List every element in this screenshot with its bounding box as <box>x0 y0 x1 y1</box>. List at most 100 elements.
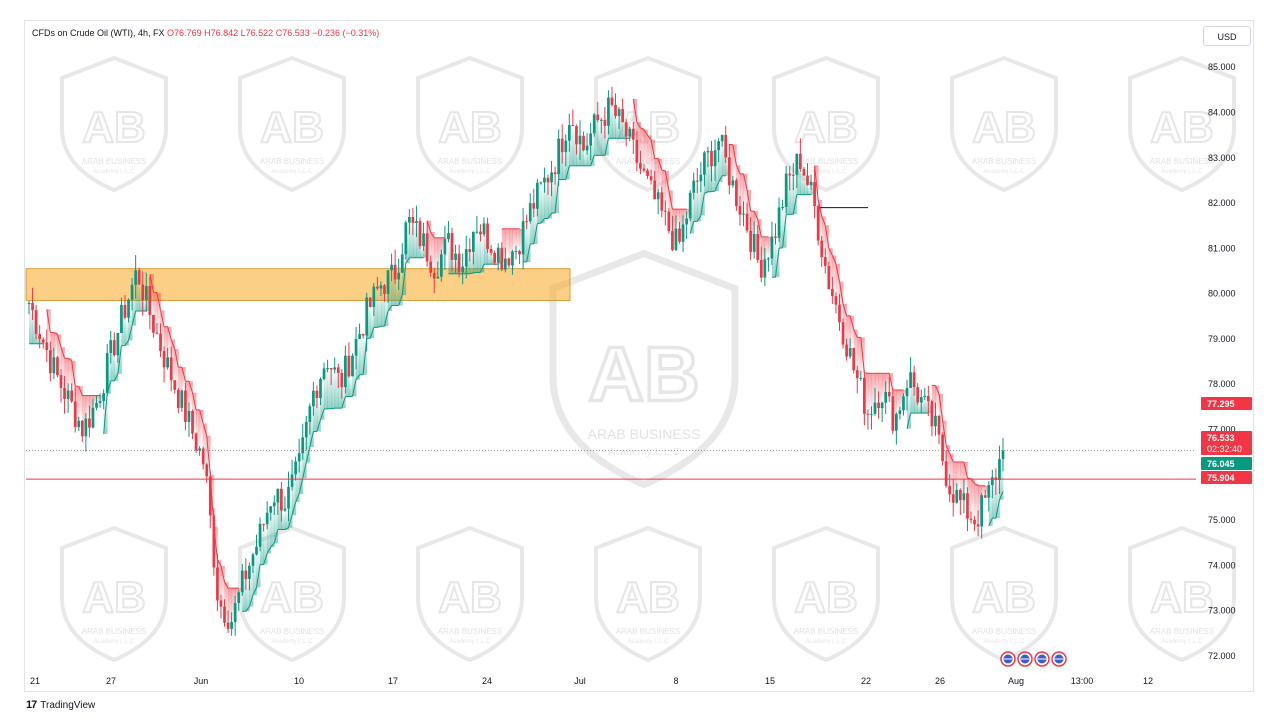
candle <box>923 396 927 398</box>
trailing-stop-fill <box>327 368 332 409</box>
trailing-stop-fill <box>388 270 392 312</box>
trailing-stop-fill <box>722 134 727 176</box>
trailing-stop-line <box>938 393 944 421</box>
trailing-stop-fill <box>68 358 73 391</box>
trailing-stop-fill <box>654 158 659 200</box>
trailing-stop-line <box>302 462 307 479</box>
candle <box>255 546 258 555</box>
candle <box>511 251 514 266</box>
trailing-stop-line <box>309 431 314 448</box>
trailing-stop-line <box>746 189 752 212</box>
candle <box>450 233 454 260</box>
candle <box>390 264 393 271</box>
candle <box>45 342 49 351</box>
trailing-stop-line <box>824 225 830 249</box>
trailing-stop-fill <box>690 192 695 234</box>
candle <box>475 231 479 233</box>
trailing-stop-fill <box>473 231 478 273</box>
trailing-stop-line <box>291 502 297 516</box>
trailing-stop-fill <box>569 125 574 166</box>
candle <box>941 434 944 462</box>
trailing-stop-fill <box>572 126 577 166</box>
trailing-stop-fill <box>924 396 929 414</box>
candle <box>532 203 536 209</box>
trailing-stop-line <box>817 199 823 217</box>
trailing-stop-fill <box>647 135 652 177</box>
candle <box>219 600 223 607</box>
candle <box>642 168 646 171</box>
trailing-stop-line <box>743 173 748 191</box>
trailing-stop-fill <box>779 207 784 249</box>
candle <box>919 397 923 403</box>
y-tick-label: 73.000 <box>1208 606 1236 616</box>
candle <box>575 126 578 145</box>
trailing-stop-fill <box>558 138 563 180</box>
trailing-stop-fill <box>864 373 869 414</box>
trailing-stop-fill <box>594 114 599 156</box>
price-label-tag <box>1201 471 1252 484</box>
trailing-stop-fill <box>619 109 624 139</box>
currency-button[interactable]: USD <box>1203 26 1251 46</box>
trailing-stop-line <box>792 194 798 215</box>
watermark-shield-icon <box>553 254 735 485</box>
candle <box>226 622 230 629</box>
symbol-title[interactable]: CFDs on Crude Oil (WTI), 4h, FX <box>32 28 165 38</box>
trailing-stop-fill <box>292 474 297 516</box>
tradingview-footer[interactable]: 17 TradingView <box>26 699 95 711</box>
trailing-stop-fill <box>604 125 609 156</box>
trailing-stop-line <box>245 606 250 612</box>
trailing-stop-line <box>935 385 940 395</box>
trailing-stop-fill <box>164 326 169 368</box>
candle <box>831 289 834 297</box>
trailing-stop-fill <box>196 409 201 451</box>
trailing-stop-fill <box>796 153 801 195</box>
candle <box>799 153 802 169</box>
candle <box>735 180 738 207</box>
candle <box>1001 450 1005 460</box>
candle <box>393 264 397 280</box>
trailing-stop-line <box>821 216 826 226</box>
axes-layer: 85.000 84.000 83.000 82.000 81.000 80.000 79.0… <box>30 62 1252 686</box>
trailing-stop-fill <box>903 389 908 397</box>
candle <box>877 402 880 409</box>
candle <box>599 119 603 121</box>
trailing-stop-fill <box>121 304 126 346</box>
trailing-stop-line <box>636 121 641 129</box>
candle <box>834 296 838 305</box>
countdown-text: 02:32:40 <box>1207 444 1242 454</box>
trailing-stop-fill <box>384 293 389 327</box>
trailing-stop-line <box>782 214 787 248</box>
candle <box>376 286 379 289</box>
trailing-stop-fill <box>313 390 318 432</box>
symbol-legend[interactable]: CFDs on Crude Oil (WTI), 4h, FX O76.769 … <box>32 28 379 38</box>
trailing-stop-fill <box>505 228 510 259</box>
trailing-stop-fill <box>540 182 545 224</box>
supply-zone[interactable] <box>25 268 571 301</box>
candle <box>898 410 902 414</box>
trailing-stop-line <box>263 553 268 565</box>
trailing-stop-fill <box>228 588 233 629</box>
price-label-text: 76.533 <box>1207 433 1235 443</box>
candle <box>31 302 34 311</box>
trailing-stop-line <box>554 179 560 214</box>
candle <box>479 231 482 235</box>
trailing-stop-fill <box>256 546 261 588</box>
trailing-stop-fill <box>60 347 65 388</box>
trailing-stop-line <box>757 219 762 237</box>
trailing-stop-fill <box>995 480 1000 519</box>
trailing-stop-fill <box>914 387 919 414</box>
trailing-stop-line <box>67 357 72 362</box>
trailing-stop-fill <box>348 376 353 397</box>
trailing-stop-line <box>60 346 66 359</box>
candle <box>354 338 358 356</box>
candle <box>287 486 290 509</box>
candle <box>543 177 546 183</box>
trailing-stop-fill <box>260 523 265 565</box>
y-tick-label: 79.000 <box>1208 334 1236 344</box>
trailing-stop-fill <box>946 445 951 486</box>
trailing-stop-line <box>842 303 848 316</box>
trailing-stop-fill <box>697 181 702 222</box>
candle <box>258 523 262 547</box>
candle <box>603 119 607 126</box>
